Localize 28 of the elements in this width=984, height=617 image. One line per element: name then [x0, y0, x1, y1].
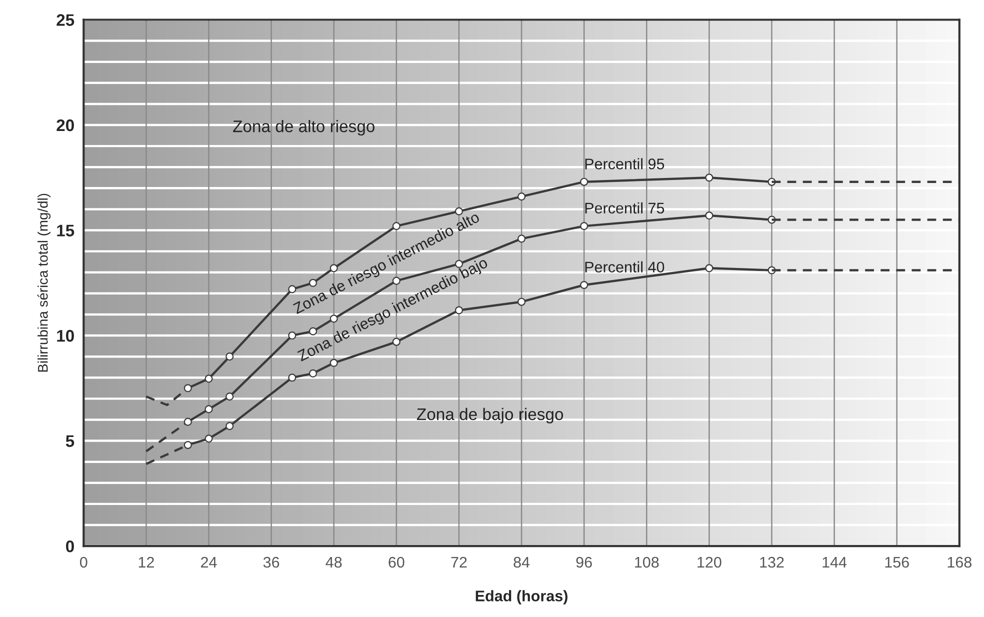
y-tick-label: 0 [66, 540, 74, 552]
x-tick-label: 72 [451, 556, 467, 568]
y-tick-label: 15 [57, 224, 74, 236]
series-label: Percentil 75 [585, 202, 664, 214]
x-tick-label: 12 [138, 556, 154, 568]
x-axis-title: Edad (horas) [476, 590, 568, 604]
series-label: Percentil 95 [585, 158, 664, 170]
x-tick-label: 36 [263, 556, 280, 568]
y-tick-label: 10 [57, 330, 74, 342]
annotation: Zona de bajo riesgo [416, 408, 564, 424]
y-tick-label: 5 [66, 435, 74, 447]
annotation: Zona de alto riesgo [233, 120, 375, 136]
x-tick-label: 120 [698, 556, 722, 568]
y-axis-title: Bilirrubina sérica total (mg/dl) [37, 194, 51, 372]
y-tick-label: 25 [56, 14, 74, 26]
x-tick-label: 48 [326, 556, 342, 568]
x-tick-label: 108 [635, 556, 659, 568]
x-tick-label: 168 [948, 556, 972, 568]
x-tick-label: 132 [760, 556, 784, 568]
y-tick-label: 20 [56, 119, 74, 132]
x-tick-label: 144 [822, 557, 847, 568]
series-label: Percentil 40 [585, 261, 664, 273]
x-tick-label: 60 [388, 556, 404, 568]
x-tick-label: 84 [514, 556, 530, 568]
x-tick-label: 156 [885, 556, 909, 568]
x-tick-label: 24 [201, 556, 217, 568]
x-tick-label: 0 [80, 556, 88, 568]
x-tick-label: 96 [576, 556, 592, 568]
